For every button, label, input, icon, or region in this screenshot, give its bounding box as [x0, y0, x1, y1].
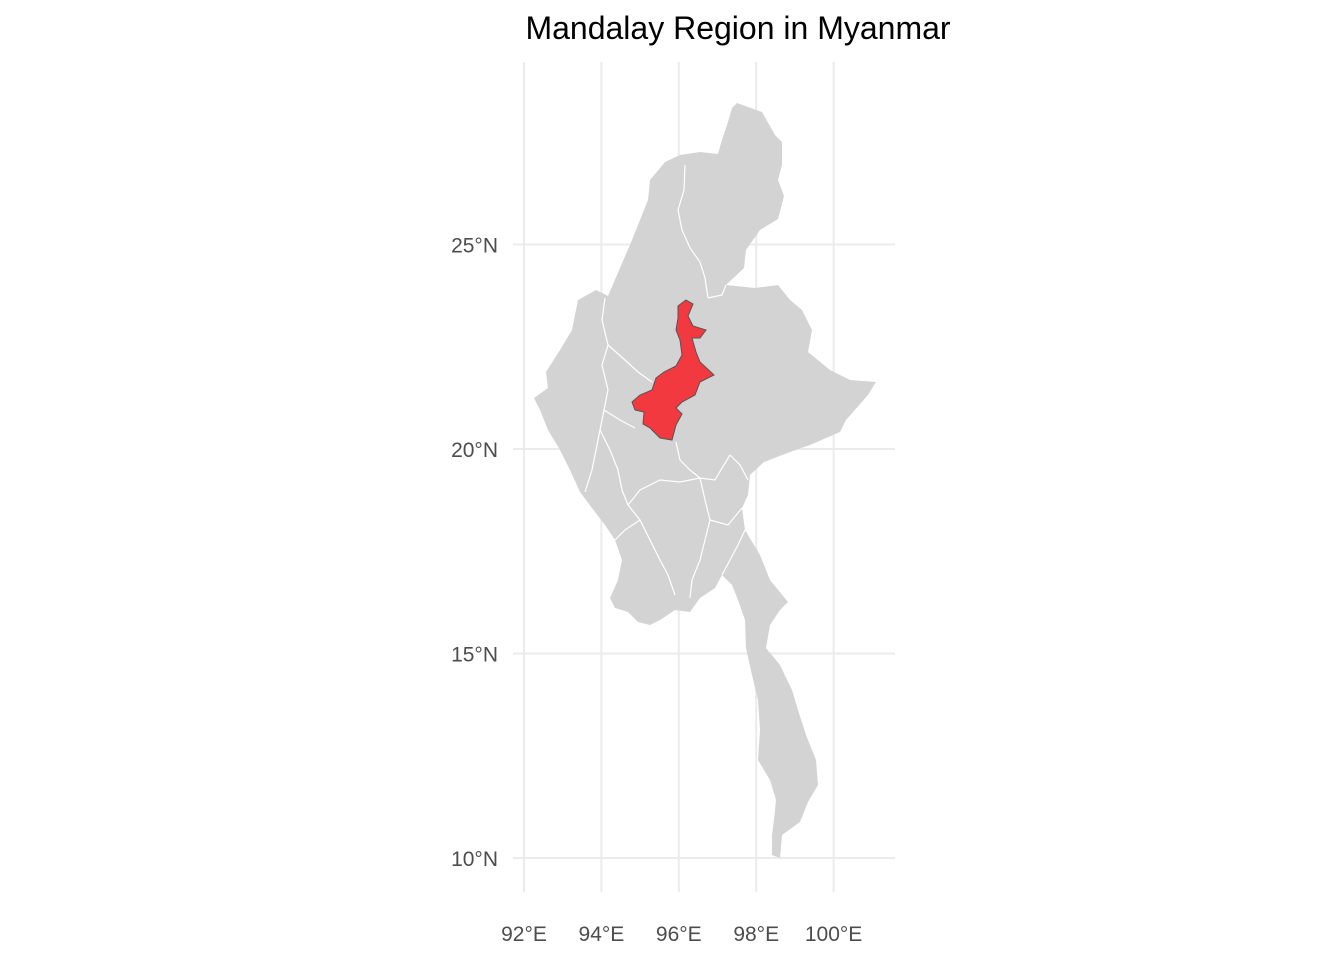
- lat-tick-label: 25°N: [451, 235, 498, 258]
- myanmar-landmass: [534, 103, 876, 858]
- lat-tick-label: 15°N: [451, 644, 498, 667]
- latitude-labels: 10°N 15°N 20°N 25°N: [451, 235, 498, 872]
- longitude-labels: 92°E 94°E 96°E 98°E 100°E: [501, 923, 862, 946]
- myanmar-country-shape: [534, 103, 876, 858]
- map-title: Mandalay Region in Myanmar: [525, 10, 951, 46]
- lon-tick-label: 92°E: [501, 923, 547, 946]
- lat-tick-label: 10°N: [451, 848, 498, 871]
- lon-tick-label: 100°E: [805, 923, 862, 946]
- lat-tick-label: 20°N: [451, 439, 498, 462]
- mandalay-region: [631, 299, 715, 441]
- mandalay-region-shape: [631, 299, 715, 441]
- lon-tick-label: 94°E: [579, 923, 625, 946]
- lon-tick-label: 98°E: [733, 923, 779, 946]
- internal-borders: [584, 164, 749, 599]
- lon-tick-label: 96°E: [656, 923, 702, 946]
